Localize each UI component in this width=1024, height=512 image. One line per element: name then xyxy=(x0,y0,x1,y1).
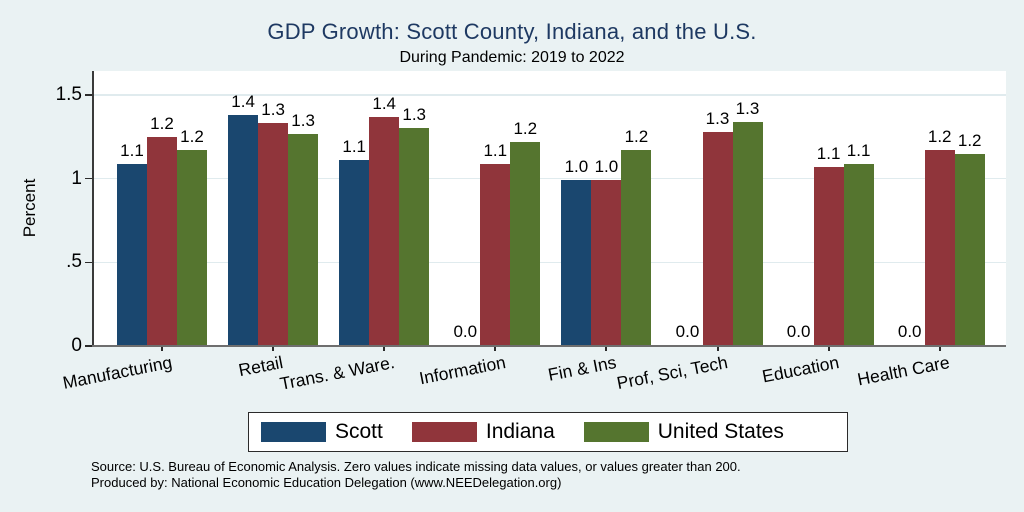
bar-scott xyxy=(228,115,259,346)
bar-value-label: 0.0 xyxy=(675,322,700,341)
gridline-.5 xyxy=(94,261,1006,264)
gridline-1.5 xyxy=(94,94,1006,96)
legend-label: Scott xyxy=(335,420,383,443)
bar-united-states xyxy=(177,150,207,346)
legend-item-indiana: Indiana xyxy=(411,420,555,444)
bar-united-states xyxy=(843,163,874,346)
bar-indiana xyxy=(924,150,955,346)
x-tick-mark xyxy=(605,346,608,351)
legend-label: Indiana xyxy=(485,420,555,443)
y-tick-label: 1 xyxy=(71,167,82,189)
bar-indiana xyxy=(369,116,400,346)
bar-value-label: 1.4 xyxy=(231,92,255,112)
bar-united-states xyxy=(399,128,430,346)
x-category-label: Fin & Ins xyxy=(546,352,619,385)
bar-indiana xyxy=(147,136,177,346)
y-tick-label: .5 xyxy=(66,251,82,273)
chart-title: GDP Growth: Scott County, Indiana, and t… xyxy=(267,19,757,44)
bar-value-label: 1.3 xyxy=(402,105,426,125)
bar-value-label: 1.2 xyxy=(150,113,174,133)
x-axis-line xyxy=(92,344,1006,347)
x-category-label: Manufacturing xyxy=(61,352,174,393)
x-category-label: Trans. & Ware. xyxy=(277,352,397,394)
bar-value-label: 0.0 xyxy=(897,322,922,341)
bar-value-label: 1.1 xyxy=(483,140,508,160)
legend: Scott Indiana United States xyxy=(248,412,848,452)
bar-value-label: 1.4 xyxy=(372,93,396,113)
x-tick-mark xyxy=(938,346,941,351)
bar-united-states xyxy=(732,121,763,346)
bar-value-label: 1.2 xyxy=(180,127,204,147)
gridline-1 xyxy=(94,177,1006,180)
bar-value-label: 1.3 xyxy=(291,110,315,130)
bar-indiana xyxy=(813,166,844,346)
bar-united-states xyxy=(510,141,541,346)
bar-value-label: 1.0 xyxy=(564,157,589,177)
x-tick-mark xyxy=(827,346,830,351)
plot-area: 1.1 1.2 1.2 1.4 1.3 1.3 1.1 1.4 1.3 0.0 1.1 1.2 1.0 1… xyxy=(94,71,1006,346)
bar-united-states xyxy=(288,133,319,346)
bar-scott xyxy=(561,180,592,346)
bar-value-label: 1.3 xyxy=(735,98,760,118)
y-tick-mark xyxy=(85,94,92,96)
bar-value-label: 1.1 xyxy=(342,137,366,157)
bar-value-label: 0.0 xyxy=(786,322,811,341)
produced-by-note: Produced by: National Economic Education… xyxy=(91,475,562,490)
legend-item-scott: Scott xyxy=(261,420,383,444)
chart-subtitle: During Pandemic: 2019 to 2022 xyxy=(399,49,625,66)
source-note: Source: U.S. Bureau of Economic Analysis… xyxy=(91,459,741,474)
x-category-label: Information xyxy=(417,352,508,389)
x-tick-mark xyxy=(494,346,497,351)
y-tick-label: 1.5 xyxy=(55,84,82,105)
bar-value-label: 1.3 xyxy=(705,108,730,128)
bar-value-label: 1.2 xyxy=(957,130,982,150)
bar-value-label: 1.1 xyxy=(846,140,871,160)
x-category-label: Prof, Sci, Tech xyxy=(615,352,730,394)
bar-value-label: 1.0 xyxy=(594,157,619,177)
x-tick-mark xyxy=(716,346,719,351)
legend-item-united-states: United States xyxy=(583,420,784,444)
legend-swatch xyxy=(411,422,477,442)
bar-indiana xyxy=(702,131,733,346)
y-tick-label: 0 xyxy=(71,335,82,356)
x-category-label: Health Care xyxy=(856,352,952,390)
bar-scott xyxy=(117,163,147,346)
y-tick-mark xyxy=(85,177,92,180)
bar-value-label: 1.2 xyxy=(927,127,952,147)
bar-united-states xyxy=(954,153,985,346)
bar-indiana xyxy=(591,180,622,346)
bar-value-label: 1.2 xyxy=(624,127,649,147)
y-tick-mark xyxy=(85,345,92,347)
bar-value-label: 1.1 xyxy=(120,140,144,160)
y-axis-line xyxy=(92,71,94,347)
x-category-label: Education xyxy=(760,352,841,387)
bar-united-states xyxy=(621,150,652,346)
bar-value-label: 0.0 xyxy=(453,322,478,341)
x-tick-mark xyxy=(272,346,275,351)
x-tick-mark xyxy=(383,346,386,351)
bar-indiana xyxy=(258,123,289,346)
legend-label: United States xyxy=(657,420,784,443)
y-tick-mark xyxy=(85,261,92,264)
bar-value-label: 1.2 xyxy=(513,118,538,138)
bar-scott xyxy=(339,160,370,346)
bar-value-label: 1.1 xyxy=(816,143,841,163)
legend-swatch xyxy=(583,422,649,442)
bar-value-label: 1.3 xyxy=(261,100,285,120)
legend-swatch xyxy=(261,422,326,442)
bar-indiana xyxy=(480,163,511,346)
x-tick-mark xyxy=(161,346,163,351)
